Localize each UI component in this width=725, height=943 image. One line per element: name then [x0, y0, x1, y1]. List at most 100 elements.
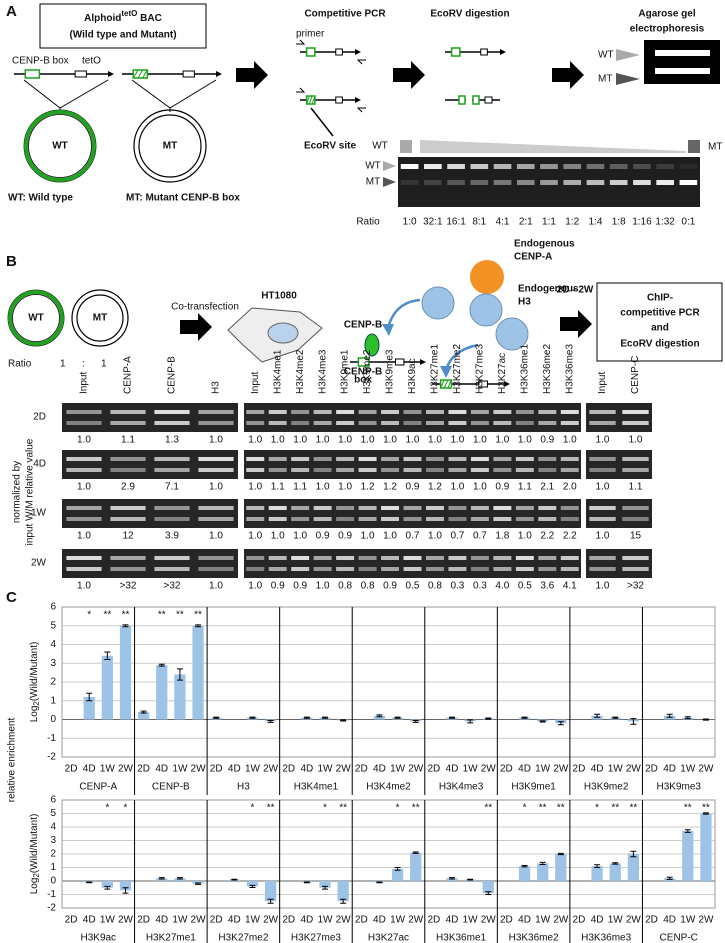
label: 1W	[608, 764, 624, 775]
label: 2D	[355, 764, 368, 775]
label: 1W	[535, 764, 551, 775]
label: 2D	[65, 915, 78, 926]
band	[110, 468, 146, 472]
band	[336, 457, 355, 461]
band	[633, 164, 651, 169]
plot-frame	[61, 799, 716, 909]
label: 1.0	[338, 435, 352, 446]
h3-protein	[495, 317, 529, 351]
link	[169, 79, 217, 109]
label: 1.0	[248, 581, 262, 592]
label: :	[82, 359, 85, 370]
band	[516, 164, 535, 169]
bac-box	[39, 3, 207, 49]
band	[515, 457, 534, 461]
band	[358, 567, 377, 571]
dna-arrowhead	[355, 49, 361, 55]
band	[154, 410, 190, 414]
error-bar	[485, 717, 492, 720]
bar	[555, 854, 567, 881]
label: 1.0	[361, 435, 375, 446]
label: Input	[597, 372, 608, 394]
label: 3.9	[165, 531, 179, 542]
band	[515, 468, 534, 472]
label: 5	[50, 808, 56, 819]
label: 2W	[263, 764, 279, 775]
band	[609, 164, 628, 169]
label: 1.0	[77, 581, 91, 592]
plot-frame	[61, 606, 716, 758]
label: 0.8	[338, 581, 352, 592]
band	[403, 567, 422, 571]
band	[198, 457, 234, 461]
label: 2W	[553, 764, 569, 775]
label: 0	[50, 876, 56, 887]
label: 5	[50, 620, 56, 631]
label-part: Log	[29, 706, 40, 723]
process-arrow	[393, 61, 425, 89]
label: 2D - 2W	[557, 285, 594, 296]
label: 0.3	[473, 581, 487, 592]
wedge	[688, 140, 700, 153]
label: H3K36me3	[564, 344, 575, 394]
error-bar	[176, 877, 183, 880]
error-bar	[376, 714, 383, 718]
plasmid	[28, 114, 92, 178]
label: C	[6, 589, 17, 606]
label: MT	[93, 313, 107, 324]
label: H3K27ac	[368, 933, 409, 943]
error-bar	[86, 881, 93, 884]
band	[400, 180, 419, 185]
label: 0.7	[406, 531, 420, 542]
label: 4.1	[563, 581, 577, 592]
mutation-hatch	[447, 379, 452, 389]
cenpb-box	[305, 47, 316, 57]
band	[538, 517, 557, 521]
label: 0.7	[473, 531, 487, 542]
band	[515, 567, 534, 571]
label: 0.9	[540, 435, 554, 446]
band	[291, 506, 310, 510]
band	[493, 180, 512, 185]
label-part: Log	[29, 878, 40, 895]
label: H3K36me2	[509, 933, 559, 943]
label: H3K9me1	[511, 782, 556, 793]
band	[493, 556, 512, 560]
error-bar	[322, 716, 329, 719]
label: *	[323, 803, 327, 814]
error-bar	[122, 624, 129, 628]
band	[154, 457, 190, 461]
label: 1.0	[428, 531, 442, 542]
label: 2D	[33, 412, 46, 423]
band	[268, 517, 287, 521]
label: 1:8	[612, 217, 626, 228]
label: 1W	[608, 915, 624, 926]
band	[291, 556, 310, 560]
label: 1	[50, 695, 56, 706]
gel	[244, 499, 581, 528]
label: 1W	[680, 764, 696, 775]
label: Co-transfection	[171, 302, 239, 313]
band	[448, 421, 467, 425]
error-bar	[86, 692, 93, 702]
label: EcoRV site	[304, 141, 356, 152]
band	[425, 556, 444, 560]
band	[470, 468, 489, 472]
label: 1W	[535, 915, 551, 926]
label: 4D	[591, 764, 604, 775]
error-bar	[195, 624, 202, 628]
bar	[337, 881, 349, 902]
band	[470, 457, 489, 461]
band	[622, 421, 649, 425]
wedge	[420, 140, 686, 153]
label: 2D	[573, 764, 586, 775]
band	[655, 68, 710, 74]
band	[313, 421, 332, 425]
band	[448, 517, 467, 521]
band	[424, 164, 442, 169]
label: *	[124, 803, 128, 814]
label-part: 2	[32, 701, 41, 706]
band	[403, 421, 422, 425]
band	[470, 567, 489, 571]
label: H3	[518, 297, 531, 308]
